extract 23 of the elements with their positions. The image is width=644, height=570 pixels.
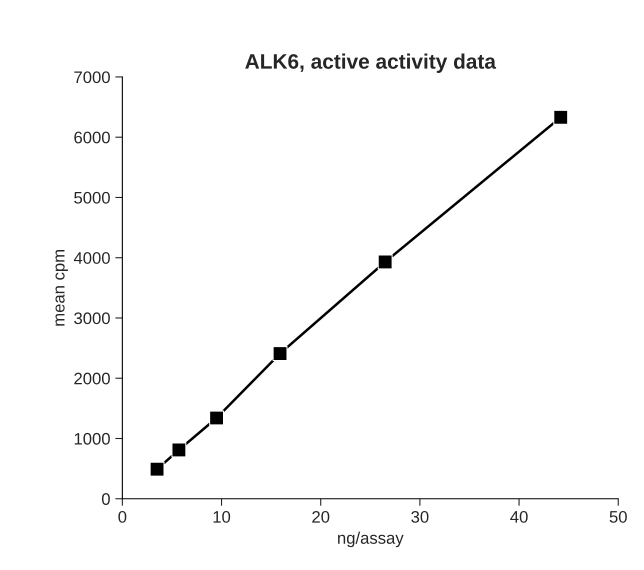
x-tick-label: 10 — [214, 510, 230, 523]
y-tick-label: 5000 — [74, 192, 110, 204]
chart-title: ALK6, active activity data — [245, 54, 496, 73]
y-tick-label: 6000 — [74, 132, 110, 144]
x-axis-title: ng/assay — [338, 532, 404, 548]
y-axis-title: mean cpm — [56, 250, 68, 326]
y-tick-label: 7000 — [74, 71, 110, 84]
point — [171, 442, 186, 458]
point — [209, 410, 224, 426]
x-tick-label: 50 — [610, 510, 627, 523]
x-tick-label: 0 — [118, 510, 126, 523]
point — [378, 254, 393, 270]
x-tick-label: 30 — [411, 510, 429, 523]
y-tick-label: 2000 — [74, 372, 110, 384]
y-tick-label: 4000 — [74, 252, 110, 264]
y-tick-label: 0 — [102, 493, 110, 505]
x-tick-label: 20 — [312, 510, 330, 523]
y-tick-label: 3000 — [74, 312, 110, 324]
y-tick-label: 1000 — [74, 432, 110, 445]
x-tick-label: 40 — [510, 510, 528, 523]
point — [272, 346, 288, 361]
point — [553, 110, 568, 125]
point — [150, 462, 165, 477]
